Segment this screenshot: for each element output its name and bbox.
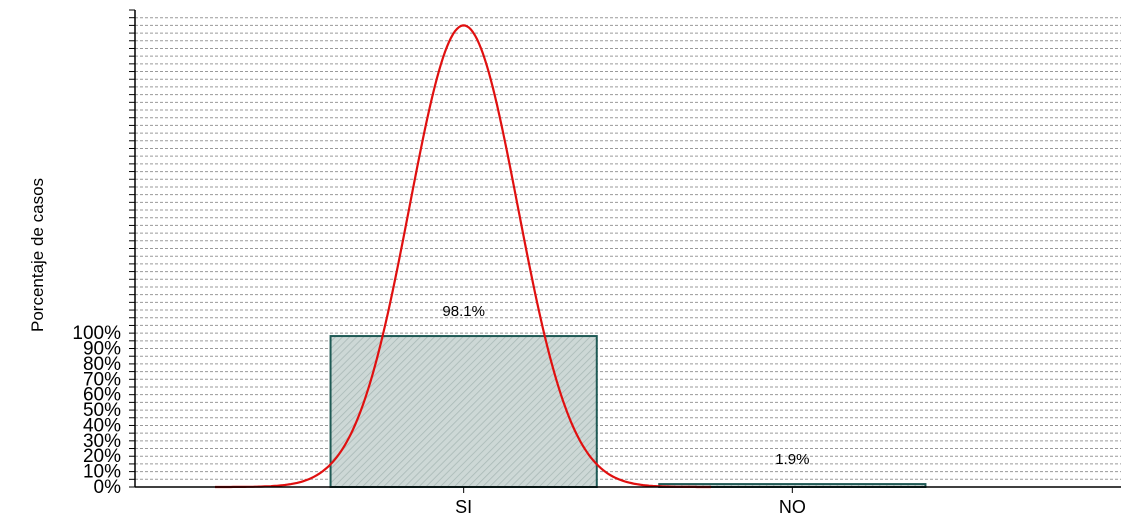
data-labels: 98.1% 1.9% — [442, 303, 809, 468]
y-tick-label: 60% — [83, 385, 121, 406]
bar-si — [329, 335, 598, 488]
y-tick-label: 10% — [83, 462, 121, 483]
y-tick-label: 70% — [83, 369, 121, 390]
gridlines — [135, 17, 1121, 480]
normal-curve — [215, 24, 711, 489]
data-label-no: 1.9% — [775, 451, 809, 468]
x-tick-label-no: NO — [779, 497, 806, 517]
y-tick-label: 30% — [83, 431, 121, 452]
y-tick-label: 20% — [83, 446, 121, 467]
y-tick-label: 40% — [83, 415, 121, 436]
y-tick-label: 90% — [83, 339, 121, 360]
x-tick-label-si: SI — [455, 497, 472, 517]
y-tick-label: 50% — [83, 400, 121, 421]
data-label-si: 98.1% — [442, 303, 485, 320]
y-tick-label: 100% — [72, 323, 121, 344]
y-tick-labels: 0%10%20%30%40%50%60%70%80%90%100% — [72, 323, 121, 498]
y-axis-title: Porcentaje de casos — [28, 178, 47, 332]
y-tick-label: 80% — [83, 354, 121, 375]
normal-curve-layer — [215, 24, 711, 489]
x-tick-labels: SI NO — [455, 497, 806, 517]
axes — [129, 9, 1121, 493]
y-tick-label: 0% — [94, 477, 122, 498]
